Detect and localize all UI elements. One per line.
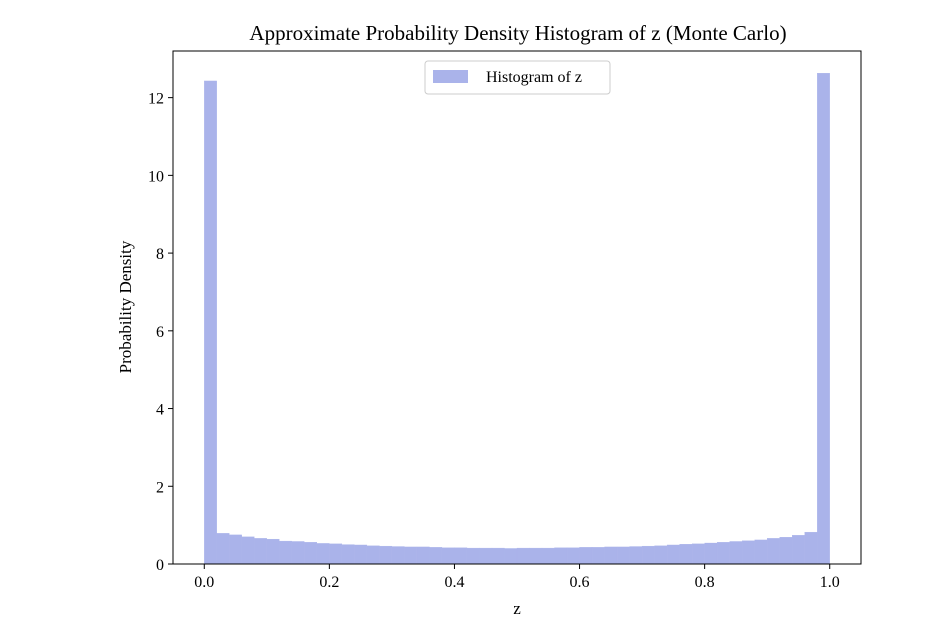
histogram-bar [779, 537, 793, 565]
histogram-bar [817, 73, 830, 565]
y-tick-label: 8 [156, 246, 164, 263]
histogram-bar [516, 547, 530, 565]
histogram-bar [767, 538, 780, 565]
y-tick-label: 6 [156, 324, 164, 341]
histogram-bar [266, 538, 280, 565]
histogram-bar [742, 540, 755, 565]
legend-label: Histogram of z [486, 69, 582, 86]
x-tick-label: 0.8 [695, 574, 715, 591]
histogram-bar [416, 546, 430, 565]
histogram-bar [466, 547, 480, 565]
histogram-bar [254, 538, 267, 565]
histogram-bar [241, 536, 255, 565]
histogram-bar [554, 547, 568, 565]
legend-box [424, 60, 611, 95]
y-tick-label: 10 [148, 168, 164, 185]
y-axis: 0 2 4 6 8 10 12 [148, 91, 173, 574]
histogram-bar [354, 544, 368, 565]
histogram-bar [679, 544, 693, 565]
histogram-bar [641, 545, 655, 565]
histogram-bar [754, 539, 768, 565]
histogram-bar [729, 541, 743, 565]
x-axis-label: z [513, 599, 521, 618]
x-tick-label: 0.2 [319, 574, 339, 591]
y-tick-label: 12 [148, 91, 164, 108]
histogram-bar [329, 543, 343, 565]
histogram-bar [566, 547, 580, 565]
x-tick-label: 0.4 [444, 574, 464, 591]
y-tick-label: 4 [156, 402, 164, 419]
legend: Histogram of z [424, 60, 611, 95]
histogram-bar [666, 544, 680, 565]
histogram-bar [204, 80, 217, 565]
histogram-bar [604, 546, 618, 565]
histogram-bars [204, 73, 830, 565]
x-axis: 0.0 0.2 0.4 0.6 0.8 1.0 [194, 564, 840, 591]
histogram-bar [804, 531, 818, 565]
histogram-bar [629, 546, 643, 565]
histogram-bar [691, 543, 705, 565]
histogram-bar [792, 535, 805, 565]
histogram-bar [316, 543, 330, 565]
histogram-bar [404, 546, 418, 565]
y-axis-label: Probability Density [116, 240, 135, 373]
histogram-bar [229, 534, 242, 565]
histogram-bar [441, 547, 455, 565]
histogram-bar [504, 548, 518, 565]
histogram-bar [541, 547, 555, 565]
plot-frame [172, 50, 862, 565]
histogram-bar [654, 545, 668, 565]
histogram-bar [391, 546, 405, 565]
histogram-bar [579, 547, 593, 565]
x-tick-label: 1.0 [820, 574, 840, 591]
histogram-bar [491, 547, 505, 565]
histogram-bar [379, 545, 393, 565]
x-tick-label: 0.0 [194, 574, 214, 591]
histogram-bar [479, 547, 493, 565]
histogram-bar [429, 547, 443, 565]
histogram-bar [304, 542, 318, 565]
histogram-bar [454, 547, 468, 565]
histogram-bar [279, 540, 292, 565]
histogram-bar [716, 542, 730, 565]
chart-title: Approximate Probability Density Histogra… [249, 21, 786, 45]
histogram-bar [366, 545, 380, 565]
histogram-bar [616, 546, 630, 565]
histogram-bar [591, 547, 605, 565]
y-tick-label: 2 [156, 479, 164, 496]
histogram-bar [291, 541, 305, 565]
legend-swatch [433, 70, 468, 83]
histogram-bar [341, 544, 355, 565]
y-tick-label: 0 [156, 557, 164, 574]
x-tick-label: 0.6 [570, 574, 590, 591]
histogram-bar [216, 533, 230, 565]
histogram-bar [704, 542, 718, 565]
histogram-bar [529, 547, 543, 565]
